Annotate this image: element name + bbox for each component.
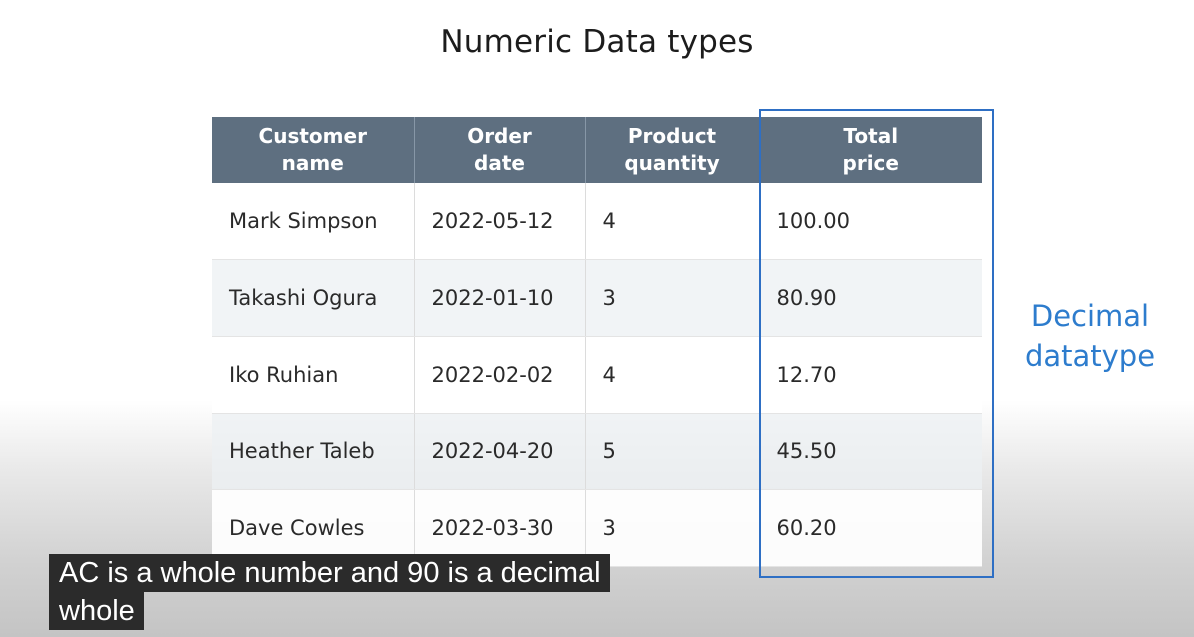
slide-title: Numeric Data types (440, 24, 754, 60)
table-header-row: Customer name Order date Product quantity T… (212, 117, 982, 183)
cell-customer-name: Heather Taleb (212, 413, 415, 491)
cell-total-price: 80.90 (759, 259, 982, 337)
cell-product-quantity: 5 (585, 413, 760, 491)
cell-customer-name: Mark Simpson (212, 183, 415, 261)
cell-customer-name: Takashi Ogura (212, 259, 415, 337)
cell-total-price: 12.70 (759, 336, 982, 414)
cell-order-date: 2022-04-20 (414, 413, 586, 491)
header-total-price: Total price (759, 117, 982, 183)
annotation-line: datatype (1024, 339, 1156, 373)
table-row: Takashi Ogura 2022-01-10 3 80.90 (212, 259, 982, 337)
cell-product-quantity: 4 (585, 183, 760, 261)
table-row: Heather Taleb 2022-04-20 5 45.50 (212, 413, 982, 491)
header-product-quantity: Product quantity (585, 117, 760, 183)
header-order-date: Order date (414, 117, 586, 183)
header-customer-name: Customer name (212, 117, 415, 183)
decimal-datatype-annotation: Decimal datatype (1012, 296, 1168, 376)
cell-total-price: 45.50 (759, 413, 982, 491)
table-row: Mark Simpson 2022-05-12 4 100.00 (212, 183, 982, 261)
cell-product-quantity: 4 (585, 336, 760, 414)
table-row: Iko Ruhian 2022-02-02 4 12.70 (212, 336, 982, 414)
video-caption: AC is a whole number and 90 is a decimal… (49, 554, 610, 630)
cell-product-quantity: 3 (585, 259, 760, 337)
cell-order-date: 2022-02-02 (414, 336, 586, 414)
caption-line: AC is a whole number and 90 is a decimal (49, 554, 610, 592)
cell-product-quantity: 3 (585, 489, 760, 567)
total-price-highlight-box (759, 109, 994, 578)
caption-line: whole (49, 592, 144, 630)
cell-total-price: 100.00 (759, 183, 982, 261)
cell-order-date: 2022-05-12 (414, 183, 586, 261)
annotation-line: Decimal (1030, 299, 1150, 333)
cell-order-date: 2022-01-10 (414, 259, 586, 337)
data-table: Customer name Order date Product quantity T… (212, 117, 982, 567)
cell-total-price: 60.20 (759, 489, 982, 567)
cell-customer-name: Iko Ruhian (212, 336, 415, 414)
